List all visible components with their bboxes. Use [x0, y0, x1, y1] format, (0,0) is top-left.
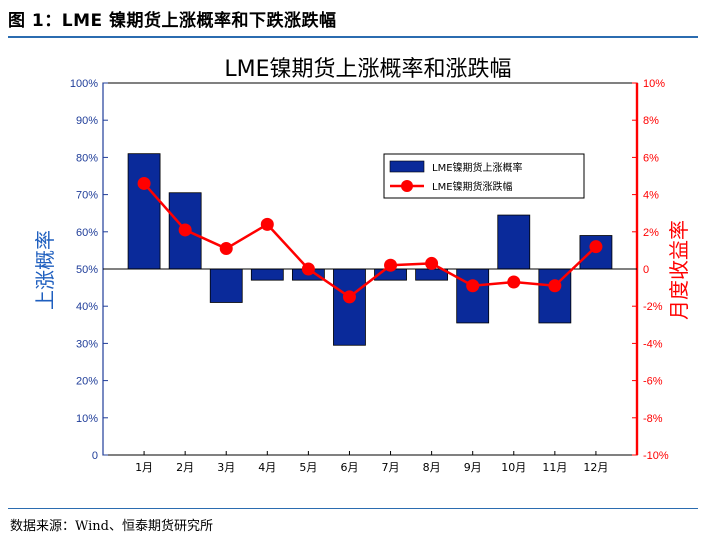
- x-tick-label: 9月: [464, 461, 482, 474]
- chart-title: LME镍期货上涨概率和涨跌幅: [224, 57, 511, 82]
- y-left-tick-label: 0: [92, 450, 98, 462]
- footer-rule: [8, 508, 698, 509]
- y-axis-left-label: 上涨概率: [33, 230, 57, 310]
- y-left-tick-label: 90%: [76, 115, 98, 127]
- legend-swatch-bar: [389, 160, 425, 173]
- y-right-tick-label: -10%: [643, 450, 669, 462]
- x-tick-label: 6月: [340, 461, 358, 474]
- x-tick-label: 10月: [501, 461, 526, 474]
- y-right-tick-label: -8%: [643, 413, 663, 425]
- x-tick-label: 7月: [382, 461, 400, 474]
- x-tick-label: 3月: [217, 461, 235, 474]
- x-tick-label: 2月: [176, 461, 194, 474]
- y-left-tick-label: 30%: [76, 338, 98, 350]
- x-tick-label: 5月: [299, 461, 317, 474]
- line-point: [342, 290, 356, 304]
- line-point: [425, 256, 439, 270]
- line-point: [548, 279, 562, 293]
- line-point: [137, 176, 151, 190]
- y-right-tick-label: 8%: [643, 115, 659, 127]
- y-left-tick-label: 70%: [76, 190, 98, 202]
- legend-swatch-marker: [401, 180, 413, 192]
- y-left-tick-label: 100%: [70, 78, 98, 90]
- x-tick-label: 4月: [258, 461, 276, 474]
- line-point: [219, 242, 233, 256]
- x-tick-label: 1月: [135, 461, 153, 474]
- y-right-tick-label: 10%: [643, 78, 665, 90]
- x-tick-label: 11月: [542, 461, 567, 474]
- y-right-tick-label: 4%: [643, 190, 659, 202]
- figure-caption: 图 1：LME 镍期货上涨概率和下跌涨跌幅: [8, 11, 337, 31]
- line-point: [466, 279, 480, 293]
- line-point: [178, 223, 192, 237]
- line-point: [589, 240, 603, 254]
- y-left-tick-label: 50%: [76, 264, 98, 276]
- y-left-tick-label: 40%: [76, 301, 98, 313]
- x-tick-label: 12月: [583, 461, 608, 474]
- y-right-tick-label: 2%: [643, 227, 659, 239]
- bar: [538, 268, 572, 324]
- y-left-tick-label: 80%: [76, 152, 98, 164]
- y-left-tick-label: 10%: [76, 413, 98, 425]
- caption-rule: [8, 36, 698, 38]
- y-right-tick-label: 0: [643, 264, 649, 276]
- bar: [497, 214, 531, 270]
- y-right-tick-label: -6%: [643, 376, 663, 388]
- line-point: [301, 262, 315, 276]
- legend-label-bar: LME镍期货上涨概率: [432, 161, 523, 174]
- y-right-tick-label: 6%: [643, 152, 659, 164]
- y-left-tick-label: 60%: [76, 227, 98, 239]
- source-note: 数据来源：Wind、恒泰期货研究所: [10, 519, 213, 534]
- legend-label-line: LME镍期货涨跌幅: [432, 180, 513, 193]
- bar: [456, 268, 490, 324]
- bar: [209, 268, 243, 303]
- y-axis-right-label: 月度收益率: [667, 220, 691, 320]
- line-point: [260, 217, 274, 231]
- y-left-tick-label: 20%: [76, 376, 98, 388]
- bar: [333, 268, 366, 346]
- y-right-tick-label: -4%: [643, 338, 663, 350]
- y-right-tick-label: -2%: [643, 301, 663, 313]
- line-point: [384, 258, 398, 272]
- x-tick-label: 8月: [423, 461, 441, 474]
- bar: [127, 153, 161, 270]
- line-point: [507, 275, 521, 289]
- bar: [250, 268, 284, 281]
- series-line: [143, 182, 597, 299]
